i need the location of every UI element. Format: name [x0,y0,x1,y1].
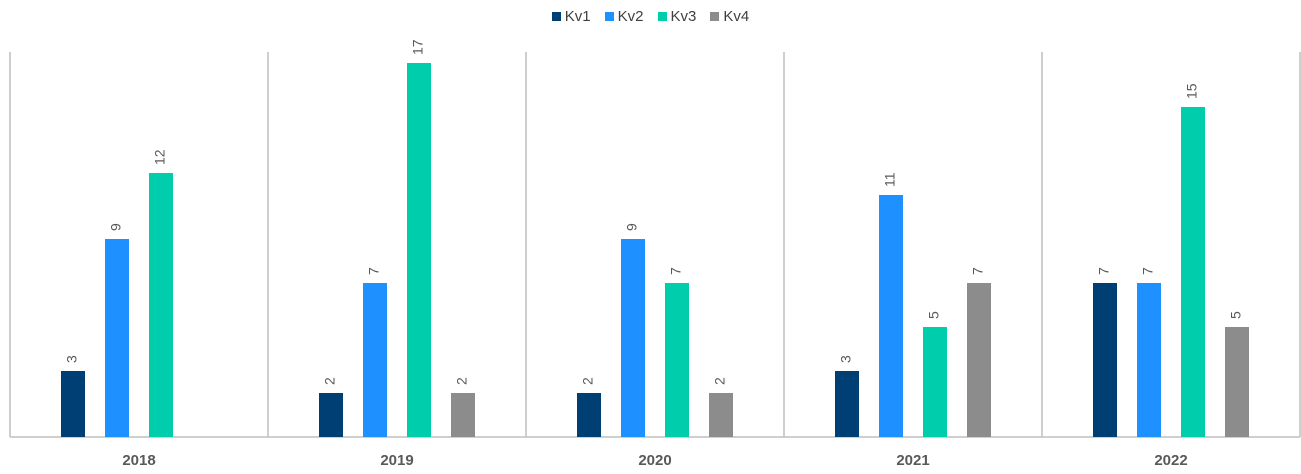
bar-kv1-2019 [319,393,343,437]
legend-label-kv4: Kv4 [723,8,750,25]
bar-kv1-2021 [835,371,859,437]
data-label: 7 [668,267,684,275]
data-label: 3 [838,355,854,363]
data-label: 11 [882,172,898,187]
legend-item-kv4: Kv4 [710,8,749,25]
bar-kv1-2018 [61,371,85,437]
legend-swatch-kv1 [551,12,561,21]
bar-kv3-2021 [923,327,947,437]
data-label: 5 [926,311,942,319]
bar-kv4-2022 [1225,327,1249,437]
x-tick-label: 2018 [122,452,155,469]
legend-swatch-kv4 [710,12,720,21]
bar-kv2-2019 [363,283,387,437]
data-label: 15 [1184,83,1200,99]
data-label: 7 [1140,267,1156,275]
data-label: 12 [152,149,168,165]
legend-item-kv1: Kv1 [551,8,591,25]
data-label: 7 [1096,267,1112,275]
data-label: 3 [64,355,80,363]
legend-label-kv2: Kv2 [617,8,644,25]
bar-kv3-2020 [665,283,689,437]
bar-kv4-2020 [709,393,733,437]
bar-kv3-2022 [1181,107,1205,437]
legend-label-kv1: Kv1 [564,8,591,25]
data-label: 5 [1228,311,1244,319]
bar-kv2-2020 [621,239,645,437]
x-tick-label: 2022 [1154,452,1187,469]
data-label: 2 [712,377,728,385]
data-label: 9 [624,223,640,231]
bar-kv2-2021 [879,195,903,437]
x-tick-label: 2019 [380,452,413,469]
bar-kv4-2019 [451,393,475,437]
legend: Kv1 Kv2 Kv3 Kv4 [0,8,1301,25]
legend-swatch-kv3 [657,12,667,21]
legend-swatch-kv2 [604,12,614,21]
legend-label-kv3: Kv3 [670,8,697,25]
bar-kv2-2022 [1137,283,1161,437]
x-tick-label: 2021 [896,452,929,469]
legend-item-kv3: Kv3 [657,8,697,25]
bar-kv3-2018 [149,173,173,437]
x-tick-label: 2020 [638,452,671,469]
data-label: 2 [580,377,596,385]
data-label: 9 [108,223,124,231]
bar-kv3-2019 [407,63,431,437]
bar-kv1-2022 [1093,283,1117,437]
bar-kv2-2018 [105,239,129,437]
data-label: 17 [410,39,426,55]
legend-item-kv2: Kv2 [604,8,644,25]
data-label: 2 [454,377,470,385]
data-label: 7 [366,267,382,275]
bar-kv4-2021 [967,283,991,437]
bar-kv1-2020 [577,393,601,437]
data-label: 2 [322,377,338,385]
data-label: 7 [970,267,986,275]
